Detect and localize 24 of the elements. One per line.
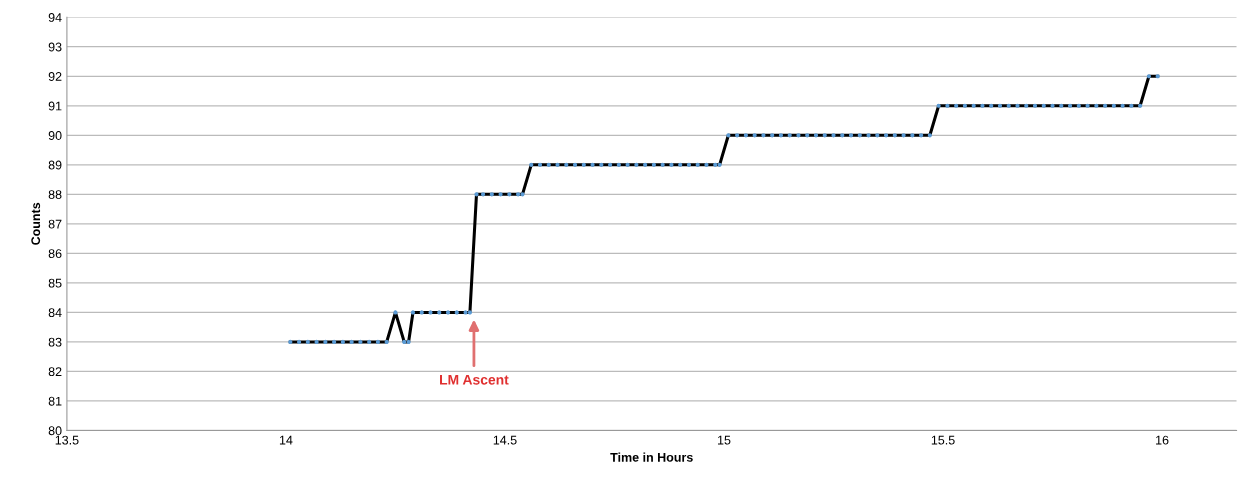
x-tick-label: 13.5: [55, 435, 79, 445]
y-tick-label: 85: [48, 278, 62, 288]
y-tick-label: 86: [48, 249, 62, 259]
y-tick-label: 94: [48, 13, 62, 22]
y-tick-label: 92: [48, 72, 62, 81]
y-tick-label: 88: [48, 190, 62, 199]
y-tick-label: 90: [48, 131, 62, 140]
y-tick-label: 93: [48, 42, 62, 52]
y-tick-label: 89: [48, 160, 62, 170]
y-tick-label: 91: [48, 101, 62, 111]
y-axis-title: Counts: [31, 202, 41, 245]
y-tick-label: 81: [48, 396, 62, 406]
x-tick-label: 16: [1156, 435, 1169, 445]
y-tick-label: 80: [48, 426, 62, 436]
y-tick-label: 83: [48, 337, 62, 347]
y-tick-label: 82: [48, 367, 62, 377]
y-tick-label: 87: [48, 219, 62, 229]
x-tick-label: 15.5: [931, 435, 955, 445]
x-axis-title: Time in Hours: [610, 452, 693, 462]
x-tick-label: 15: [718, 435, 731, 445]
x-tick-label: 14: [279, 435, 293, 445]
y-tick-label: 84: [48, 308, 62, 318]
annotation: LM Ascent: [440, 374, 509, 385]
x-tick-label: 14.5: [493, 435, 517, 445]
